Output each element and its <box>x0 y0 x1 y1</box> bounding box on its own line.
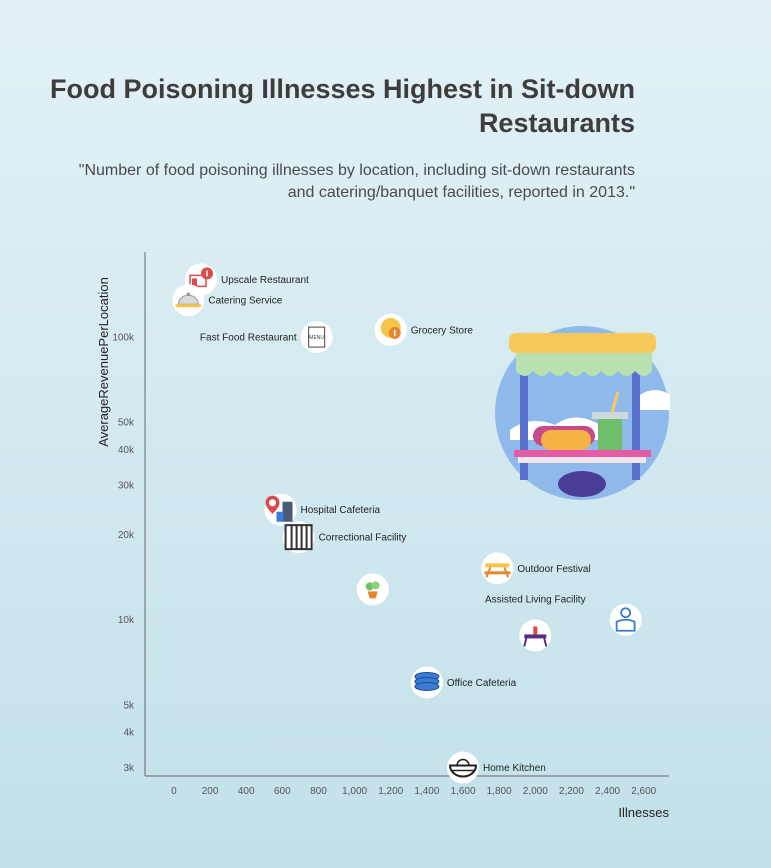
point-label: Catering Service <box>208 296 282 307</box>
x-tick-label: 200 <box>202 786 219 797</box>
y-tick-label: 40k <box>118 445 135 456</box>
data-point <box>609 603 642 636</box>
grocery-pin-icon <box>380 317 401 339</box>
data-point: Upscale Restaurant <box>185 263 309 296</box>
x-tick-label: 1,400 <box>414 786 439 797</box>
point-label: Home Kitchen <box>483 763 546 774</box>
person-icon <box>615 607 636 632</box>
point-label: Assisted Living Facility <box>485 594 586 605</box>
axes <box>144 252 669 777</box>
menu-icon: MENU <box>308 326 326 348</box>
svg-text:MENU: MENU <box>309 335 324 341</box>
x-tick-label: 2,600 <box>631 786 656 797</box>
y-tick-label: 50k <box>118 418 135 429</box>
point-label: Grocery Store <box>411 325 474 336</box>
point-label: Hospital Cafeteria <box>301 505 381 516</box>
y-axis-label: AverageRevenuePerLocation <box>96 277 111 447</box>
restaurant-icon <box>189 267 214 288</box>
y-ticks: 3k 4k 5k 10k 20k 30k 40k 50k 100k <box>112 333 135 774</box>
y-tick-label: 30k <box>118 480 135 491</box>
data-point: Grocery Store <box>374 313 474 346</box>
prison-bars-icon <box>284 524 313 551</box>
data-point: Hospital Cafeteria <box>264 493 381 526</box>
marker-background <box>481 552 514 585</box>
y-tick-label: 100k <box>112 333 135 344</box>
food-stand-icon <box>495 326 670 500</box>
hospital-icon <box>265 495 293 522</box>
data-point: MENU Fast Food Restaurant <box>200 321 333 354</box>
point-label: Correctional Facility <box>319 533 407 544</box>
data-point: Assisted Living Facility <box>485 594 586 652</box>
point-label: Outdoor Festival <box>517 564 590 575</box>
x-tick-label: 2,400 <box>595 786 620 797</box>
x-tick-label: 400 <box>238 786 255 797</box>
data-point: Office Cafeteria <box>410 666 517 699</box>
data-point: Home Kitchen <box>447 751 546 784</box>
y-tick-label: 20k <box>118 530 135 541</box>
x-axis-label: Illnesses <box>618 805 669 820</box>
y-tick-label: 10k <box>118 615 135 626</box>
x-tick-label: 1,000 <box>342 786 367 797</box>
x-tick-label: 1,800 <box>487 786 512 797</box>
point-label: Office Cafeteria <box>447 678 517 689</box>
stacked-plates-icon <box>414 671 440 691</box>
chart-title: Food Poisoning Illnesses Highest in Sit-… <box>49 74 635 138</box>
x-tick-label: 800 <box>310 786 327 797</box>
dining-table-icon <box>523 626 548 647</box>
data-point: Correctional Facility <box>282 521 407 554</box>
y-tick-label: 4k <box>123 728 135 739</box>
marker-background <box>356 573 389 606</box>
x-tick-label: 1,600 <box>450 786 475 797</box>
x-tick-label: 2,000 <box>523 786 548 797</box>
y-tick-label: 5k <box>123 700 135 711</box>
data-point: Catering Service <box>172 284 283 317</box>
y-tick-label: 3k <box>123 763 135 774</box>
data-points: Upscale Restaurant Catering Service MENU Fa… <box>172 263 642 784</box>
data-point <box>356 573 389 606</box>
x-tick-label: 2,200 <box>559 786 584 797</box>
x-tick-label: 0 <box>171 786 177 797</box>
data-point: Outdoor Festival <box>481 552 591 585</box>
point-label: Fast Food Restaurant <box>200 333 297 344</box>
bowl-icon <box>449 758 478 778</box>
serving-cloche-icon <box>175 292 202 308</box>
picnic-table-icon <box>484 563 511 578</box>
x-tick-label: 600 <box>274 786 291 797</box>
chart-subtitle: "Number of food poisoning illnesses by l… <box>78 162 635 201</box>
x-tick-label: 1,200 <box>378 786 403 797</box>
x-ticks: 0 200 400 600 800 1,000 1,200 1,400 1,600 1,800 2,… <box>171 786 657 797</box>
point-label: Upscale Restaurant <box>221 275 309 286</box>
potted-plant-icon <box>365 581 380 599</box>
